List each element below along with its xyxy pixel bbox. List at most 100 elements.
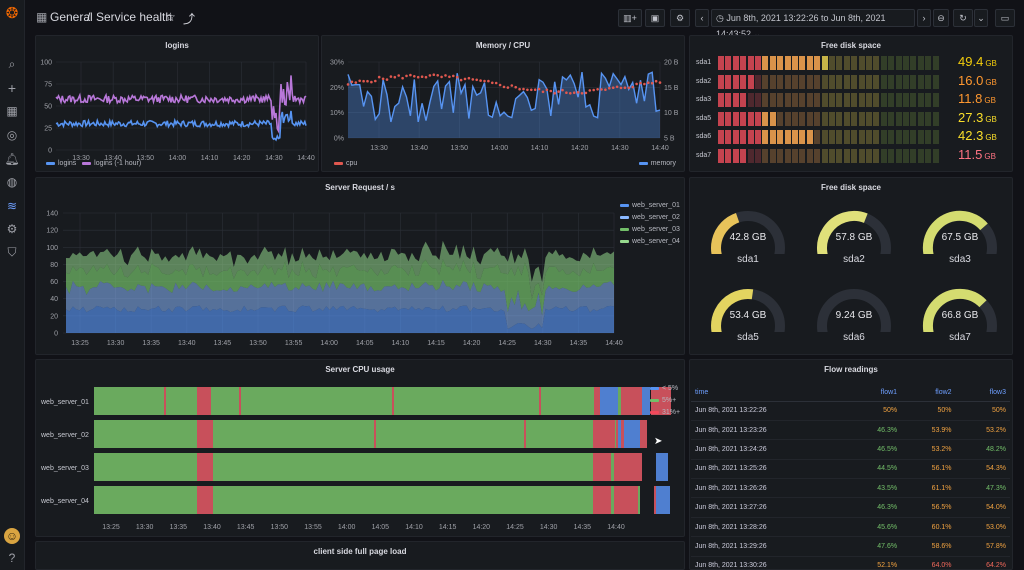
grafana-logo-icon[interactable]: ❂ — [5, 5, 19, 22]
bar-segment — [851, 56, 858, 70]
table-row[interactable]: Jun 8th, 2021 13:30:26 52.1% 64.0% 64.2% — [691, 556, 1010, 569]
panel-server-cpu-usage[interactable]: Server CPU usage web_server_01 web_server… — [35, 359, 685, 537]
table-row[interactable]: Jun 8th, 2021 13:25:26 44.5% 56.1% 54.3% — [691, 459, 1010, 480]
compass-icon[interactable]: ◎ — [6, 128, 18, 142]
plus-icon[interactable]: + — [7, 80, 17, 96]
table-row[interactable]: Jun 8th, 2021 13:23:26 46.3% 53.9% 53.2% — [691, 420, 1010, 441]
time-back-button[interactable]: ‹ — [695, 9, 709, 27]
column-header[interactable]: flow3 — [955, 385, 1010, 402]
cpu-point — [366, 79, 369, 83]
x-tick-label: 13:25 — [71, 340, 89, 347]
bar-segment — [917, 111, 924, 126]
legend-item[interactable]: 5%+ — [650, 395, 680, 407]
panel-memory-cpu[interactable]: Memory / CPU 0% 10% 20% 30% 5 B 10 B 15 B 20 B 1… — [321, 35, 685, 172]
column-header[interactable]: time — [691, 385, 847, 402]
disk-value: 11.5 GB — [958, 147, 996, 162]
gauge-sda7[interactable]: 66.8 GB sda7 — [914, 280, 1006, 353]
column-header[interactable]: flow1 — [846, 385, 902, 402]
settings-gear-icon[interactable]: ⚙ — [670, 9, 690, 27]
table-row[interactable]: Jun 8th, 2021 13:26:26 43.5% 61.1% 47.3% — [691, 478, 1010, 499]
legend-item[interactable]: web_server_03 — [620, 224, 680, 236]
gauge-value: 9.24 GB — [835, 310, 873, 321]
legend-item[interactable]: 31%+ — [650, 407, 680, 419]
gauge-sda6[interactable]: 9.24 GB sda6 — [808, 280, 900, 353]
disk-value-number: 27.3 — [958, 109, 984, 125]
disk-value-unit: GB — [985, 133, 997, 142]
legend-item[interactable]: web_server_04 — [620, 236, 680, 248]
legend-item[interactable]: cpu — [334, 160, 357, 167]
x-tick-label: 14:10 — [531, 145, 549, 152]
bell-icon[interactable]: 🔔︎ — [4, 152, 20, 166]
zoom-out-icon[interactable]: ⊖ — [933, 9, 949, 27]
series-line-logins-hour — [55, 75, 307, 134]
add-panel-button[interactable]: ▥+ — [618, 9, 642, 27]
table-cell: 61.1% — [901, 478, 956, 499]
panel-free-disk-bars[interactable]: Free disk space sda1 49.4 GB sda2 16.0 GB sda3… — [689, 35, 1013, 172]
time-range-picker[interactable]: ◷ Jun 8th, 2021 13:22:26 to Jun 8th, 202… — [711, 9, 915, 39]
share-icon[interactable]: ⤴ — [183, 12, 196, 26]
gauge-sda2[interactable]: 57.8 GB sda2 — [808, 202, 900, 275]
x-tick-label: 13:30 — [370, 145, 388, 152]
cpu-point — [416, 75, 420, 79]
legend-item[interactable]: logins (-1 hour) — [82, 160, 141, 167]
globe-icon[interactable]: ◍ — [6, 175, 18, 189]
panel-free-disk-gauges[interactable]: Free disk space 42.8 GB sda1 57.8 GB sda2 67… — [689, 177, 1013, 355]
legend-item[interactable]: memory — [638, 160, 676, 167]
bar-segment — [829, 111, 835, 126]
panel-logins[interactable]: logins 0 25 50 75 100 13:30 13:40 13:50 14:00 14:… — [35, 35, 319, 172]
table-cell: 60.1% — [901, 517, 956, 538]
legend-item[interactable]: web_server_02 — [620, 212, 680, 224]
bar-segment — [814, 56, 821, 70]
gauge-sda1[interactable]: 42.8 GB sda1 — [702, 202, 794, 275]
tv-mode-icon[interactable]: ▭ — [995, 9, 1015, 27]
shield-icon[interactable]: ⛉ — [7, 245, 17, 259]
x-tick-label: 13:30 — [107, 340, 125, 347]
table-cell: Jun 8th, 2021 13:27:26 — [691, 497, 847, 518]
bar-segment — [932, 74, 939, 89]
gear-icon[interactable]: ⚙ — [6, 222, 18, 236]
search-icon[interactable]: ⌕ — [8, 57, 16, 71]
refresh-icon[interactable]: ↻ — [953, 9, 973, 27]
save-icon[interactable]: ▣ — [645, 9, 665, 27]
bar-segment — [903, 130, 909, 144]
x-tick-label: 13:50 — [451, 145, 469, 152]
refresh-interval-dropdown[interactable]: ⌄ — [974, 9, 988, 27]
panel-page-load[interactable]: client side full page load — [35, 541, 685, 570]
gauge-sda3[interactable]: 67.5 GB sda3 — [914, 202, 1006, 275]
x-tick-label: 13:50 — [137, 155, 155, 162]
bar-segment — [784, 93, 791, 107]
table-cell: 46.3% — [846, 420, 902, 441]
bar-segment — [784, 130, 791, 144]
breadcrumb-folder[interactable]: General — [50, 10, 93, 24]
bar-segment — [762, 93, 769, 107]
logins-chart: 0 25 50 75 100 13:30 13:40 13:50 14:00 14:10 14:20… — [40, 60, 315, 163]
panel-server-requests[interactable]: Server Request / s 0 20 40 60 80 100 120 140 13:… — [35, 177, 685, 355]
legend-item[interactable]: < 5% — [650, 383, 680, 395]
column-header[interactable]: flow2 — [901, 385, 956, 402]
avatar[interactable]: ☺ — [4, 528, 20, 544]
cpu-point — [354, 81, 358, 84]
table-row[interactable]: Jun 8th, 2021 13:27:26 46.3% 56.5% 54.0% — [691, 497, 1010, 518]
cpu-point — [448, 75, 451, 79]
table-row[interactable]: Jun 8th, 2021 13:22:26 50% 50% 50% — [691, 401, 1010, 421]
legend-item[interactable]: logins — [46, 160, 76, 167]
cpu-point — [389, 75, 393, 78]
page-title[interactable]: Service health — [96, 10, 173, 24]
table-row[interactable]: Jun 8th, 2021 13:24:26 46.5% 53.2% 48.2% — [691, 439, 1010, 460]
star-icon[interactable]: ☆ — [165, 10, 176, 24]
connections-icon[interactable]: ≋ — [6, 199, 18, 213]
table-row[interactable]: Jun 8th, 2021 13:29:26 47.6% 58.6% 57.8% — [691, 536, 1010, 557]
time-forward-button[interactable]: › — [917, 9, 931, 27]
dashboards-icon[interactable]: ▦ — [6, 104, 18, 118]
help-icon[interactable]: ? — [8, 551, 16, 565]
state-segment — [614, 486, 638, 514]
bar-segment — [895, 56, 902, 70]
bar-segment — [769, 130, 776, 144]
table-row[interactable]: Jun 8th, 2021 13:28:26 45.6% 60.1% 53.0% — [691, 517, 1010, 538]
cpu-point — [479, 79, 482, 82]
dashboards-icon: ▦ — [36, 10, 48, 24]
legend-item[interactable]: web_server_01 — [620, 200, 680, 212]
state-segment — [600, 387, 618, 415]
panel-flow-readings[interactable]: Flow readings time flow1 flow2 flow3 Jun 8t… — [689, 359, 1013, 570]
gauge-sda5[interactable]: 53.4 GB sda5 — [702, 280, 794, 353]
